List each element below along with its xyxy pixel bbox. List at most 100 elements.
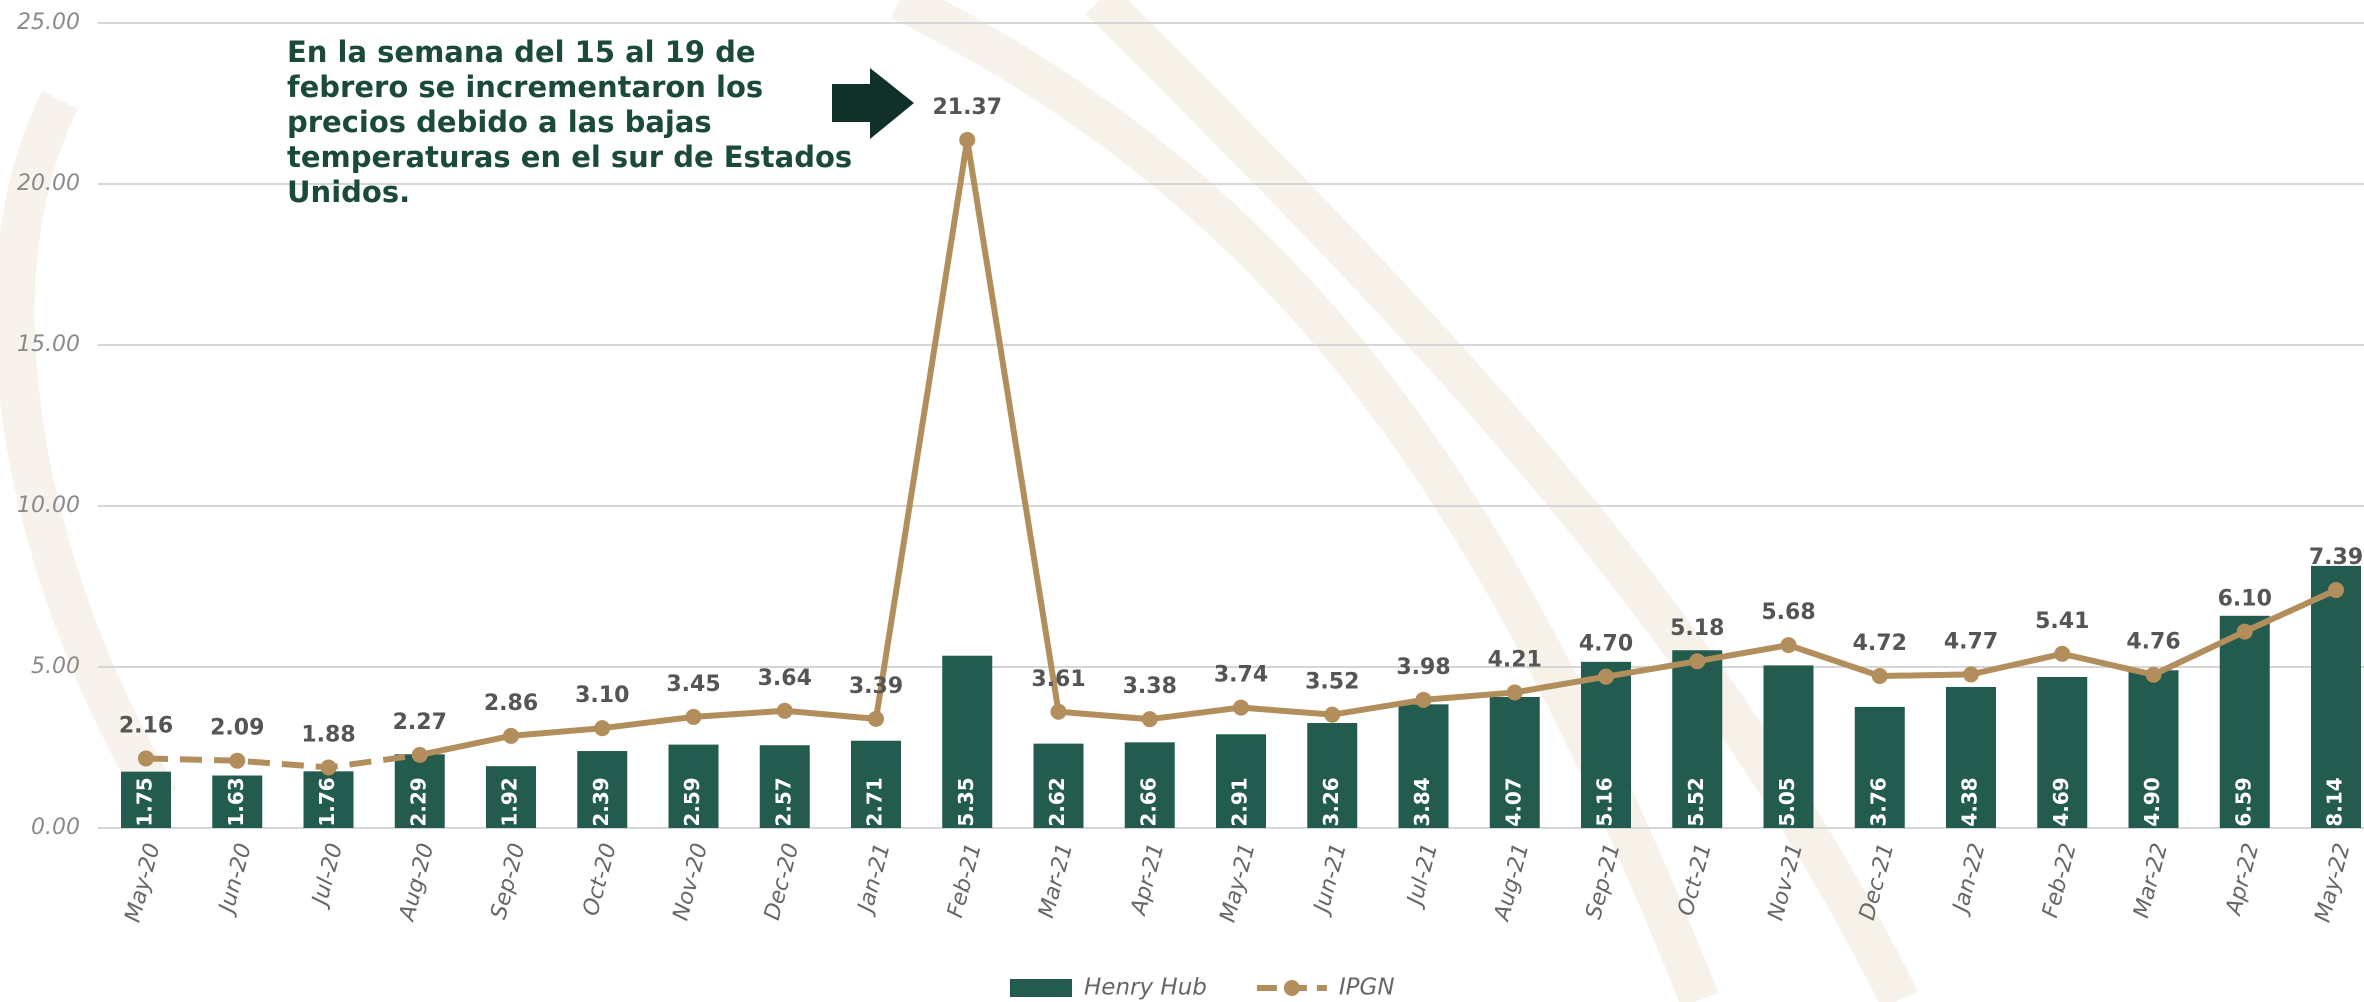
line-point bbox=[868, 710, 884, 727]
line-point bbox=[1963, 666, 1979, 683]
bar-value-label: 2.39 bbox=[589, 777, 613, 826]
legend-swatch bbox=[1010, 979, 1072, 997]
line-value-label: 4.21 bbox=[1488, 647, 1542, 672]
x-tick-label: Dec-21 bbox=[1855, 841, 1899, 923]
line-value-label: 2.86 bbox=[484, 691, 538, 716]
annotation: Unidos. bbox=[287, 175, 410, 209]
y-tick-label: 20.00 bbox=[17, 171, 80, 196]
bar-value-label: 3.84 bbox=[1410, 777, 1434, 826]
x-tick-label: Jun-21 bbox=[1308, 841, 1351, 919]
annotation: temperaturas en el sur de Estados bbox=[287, 140, 852, 174]
line-value-label: 4.72 bbox=[1853, 631, 1907, 656]
line-point bbox=[1871, 668, 1888, 685]
line-value-label: 7.39 bbox=[2309, 545, 2363, 570]
line-value-label: 2.09 bbox=[210, 716, 264, 741]
line-point bbox=[1324, 706, 1341, 723]
y-tick-label: 15.00 bbox=[17, 332, 80, 357]
line-value-label: 6.10 bbox=[2218, 587, 2272, 612]
bar-value-label: 2.29 bbox=[406, 777, 430, 826]
x-tick-label: May-20 bbox=[121, 841, 166, 925]
legend-label: Henry Hub bbox=[1084, 975, 1207, 1001]
bar-value-label: 4.90 bbox=[2140, 777, 2164, 826]
line-point bbox=[2054, 645, 2071, 662]
bar-value-label: 2.66 bbox=[1136, 777, 1160, 826]
bar bbox=[1398, 704, 1449, 828]
line-value-label: 4.77 bbox=[1944, 629, 1998, 654]
line-value-label: 3.10 bbox=[575, 683, 629, 708]
line-value-label: 3.38 bbox=[1123, 674, 1177, 699]
line bbox=[419, 139, 2338, 758]
bar bbox=[486, 766, 536, 828]
bar-value-label: 6.59 bbox=[2231, 777, 2255, 826]
line-point bbox=[1689, 653, 1706, 670]
x-tick-label: Nov-21 bbox=[1764, 841, 1809, 924]
line-point bbox=[1506, 684, 1523, 701]
line-value-label: 3.61 bbox=[1031, 667, 1085, 692]
annotation: febrero se incrementaron los bbox=[287, 70, 763, 104]
y-tick-label: 10.00 bbox=[17, 493, 80, 518]
x-tick-label: May-22 bbox=[2311, 841, 2356, 925]
x-tick-label: Jan-21 bbox=[852, 841, 895, 919]
bar bbox=[303, 771, 354, 828]
bar bbox=[668, 744, 719, 828]
y-tick-label: 5.00 bbox=[31, 654, 80, 679]
bar-value-label: 5.35 bbox=[954, 777, 978, 826]
line-point bbox=[138, 750, 154, 767]
bar-value-label: 4.07 bbox=[1501, 777, 1525, 826]
bar-value-label: 1.76 bbox=[315, 777, 339, 826]
bar-value-label: 5.05 bbox=[1775, 777, 1799, 826]
bar bbox=[1581, 661, 1631, 828]
bar-value-label: 2.59 bbox=[680, 777, 704, 826]
bar bbox=[1489, 696, 1540, 828]
bar bbox=[1307, 723, 1358, 828]
line-point bbox=[320, 759, 337, 776]
line-value-label: 3.52 bbox=[1305, 670, 1359, 695]
line-point bbox=[776, 702, 793, 719]
line-point bbox=[2145, 666, 2162, 683]
bar bbox=[2311, 565, 2361, 828]
bar-value-label: 8.14 bbox=[2323, 777, 2347, 826]
bar bbox=[1854, 706, 1905, 828]
bar-value-label: 1.63 bbox=[224, 777, 248, 826]
line-value-label: 4.76 bbox=[2126, 630, 2180, 655]
x-tick-label: Jun-20 bbox=[213, 841, 256, 919]
x-tick-label: Aug-21 bbox=[1489, 841, 1534, 926]
bar bbox=[121, 771, 171, 828]
line-point bbox=[594, 720, 611, 737]
annotation: precios debido a las bajas bbox=[287, 105, 712, 139]
bar bbox=[2128, 670, 2179, 828]
x-tick-label: Oct-20 bbox=[579, 841, 622, 919]
line-value-label: 4.70 bbox=[1579, 632, 1633, 657]
line-point bbox=[1233, 699, 1249, 716]
bar bbox=[1763, 665, 1814, 828]
line-point bbox=[411, 746, 428, 763]
x-tick-label: Nov-20 bbox=[669, 841, 714, 924]
x-tick-label: Aug-20 bbox=[394, 841, 439, 926]
x-tick-label: Feb-22 bbox=[2038, 841, 2082, 921]
line-point bbox=[1050, 703, 1067, 720]
annotation: En la semana del 15 al 19 de bbox=[287, 35, 756, 69]
x-tick-label: Jul-21 bbox=[1402, 841, 1443, 912]
line-point bbox=[2328, 582, 2344, 599]
line-point bbox=[959, 131, 976, 148]
bar-value-label: 5.16 bbox=[1593, 777, 1617, 826]
y-tick-label: 25.00 bbox=[17, 10, 80, 35]
bar-value-label: 2.91 bbox=[1228, 777, 1252, 826]
line-value-label: 2.16 bbox=[119, 713, 173, 738]
line-point bbox=[2236, 623, 2253, 640]
line-dashed bbox=[145, 751, 421, 771]
bar bbox=[2219, 615, 2270, 828]
bar bbox=[212, 775, 263, 828]
line-value-label: 3.64 bbox=[758, 666, 812, 691]
bar-value-label: 3.26 bbox=[1319, 777, 1343, 826]
x-tick-label: Dec-20 bbox=[760, 841, 804, 923]
line-value-label: 2.27 bbox=[393, 710, 447, 735]
x-tick-label: Apr-21 bbox=[1126, 841, 1170, 920]
line-point bbox=[1415, 691, 1432, 708]
bar bbox=[851, 740, 901, 828]
x-tick-label: Jul-20 bbox=[307, 841, 348, 912]
line-point bbox=[1780, 637, 1797, 654]
y-tick-label: 0.00 bbox=[31, 815, 80, 840]
legend-swatch bbox=[1283, 980, 1300, 996]
